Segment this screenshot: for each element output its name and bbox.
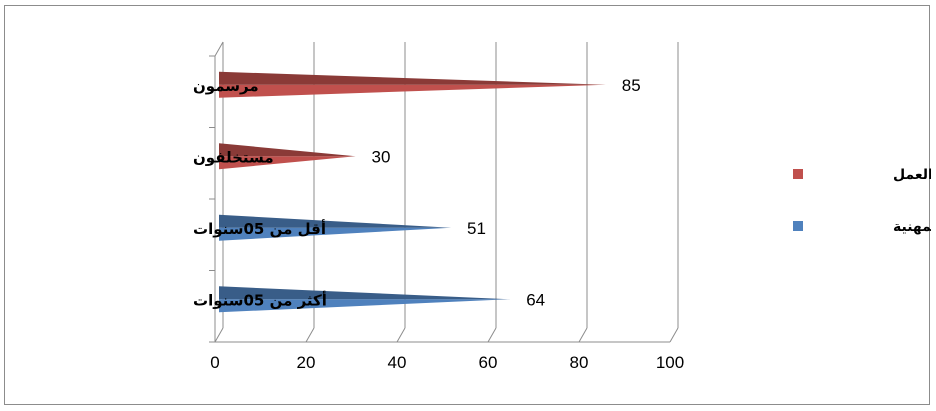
side-wall-top xyxy=(214,41,224,57)
floor-gridline xyxy=(578,327,588,343)
x-tick-label: 80 xyxy=(570,353,589,372)
category-label: أكثر من 05سنوات xyxy=(193,290,327,309)
x-tick-label: 60 xyxy=(479,353,498,372)
category-label: مستخلفون xyxy=(193,148,274,166)
data-label: 51 xyxy=(467,219,486,238)
x-tick-label: 20 xyxy=(297,353,316,372)
floor-gridline xyxy=(487,327,497,343)
floor-gridline xyxy=(305,327,315,343)
bar xyxy=(219,71,606,98)
bar-face xyxy=(219,84,606,98)
floor-gridline xyxy=(214,327,224,343)
legend-swatch xyxy=(793,169,803,179)
legend-label: علاقة العمل xyxy=(893,167,931,183)
legend-swatch xyxy=(793,221,803,231)
x-tick-label: 40 xyxy=(388,353,407,372)
category-label: أقل من 05سنوات xyxy=(193,219,326,238)
data-label: 64 xyxy=(526,290,545,309)
x-tick-label: 100 xyxy=(656,353,684,372)
x-tick-label: 0 xyxy=(210,353,219,372)
data-label: 30 xyxy=(372,147,391,166)
data-label: 85 xyxy=(622,76,641,95)
bar-face-top xyxy=(219,214,452,228)
bar-face-top xyxy=(219,143,356,157)
bar-face xyxy=(219,156,356,170)
bar xyxy=(219,143,356,170)
category-label: مرسمون xyxy=(193,77,259,95)
chart-frame: 0 20 40 60 80 100 أكثر من 05سنوات 64 أقل من 05سن… xyxy=(4,5,931,405)
bar-face-top xyxy=(219,286,511,300)
bar-face-top xyxy=(219,71,606,85)
floor-gridline xyxy=(396,327,406,343)
bar-face xyxy=(219,227,452,241)
legend-label: الخبرة المهنية xyxy=(893,219,931,235)
bar-face xyxy=(219,299,511,313)
floor-gridline xyxy=(669,327,679,343)
chart-plot: 0 20 40 60 80 100 أكثر من 05سنوات 64 أقل من 05سن… xyxy=(193,41,931,372)
bar xyxy=(219,286,511,313)
bar xyxy=(219,214,452,241)
